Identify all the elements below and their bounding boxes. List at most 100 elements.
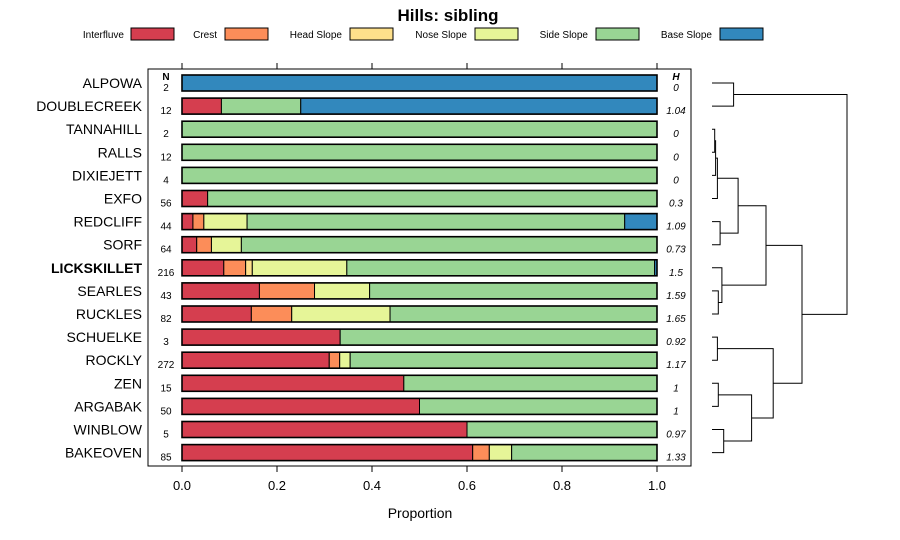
legend-swatch <box>349 27 394 41</box>
bar-segment <box>466 421 658 438</box>
row-labels: ALPOWA DOUBLECREEK TANNAHILL RALLS DIXIEJETT… <box>36 75 143 461</box>
bar-outline <box>181 420 658 439</box>
bar-outline <box>181 374 658 393</box>
bar-segment <box>196 236 212 254</box>
n-labels: 2 12 2 12 4 56 44 64 216 43 82 3 272 15 50 5 85 <box>158 83 175 464</box>
n-value: 64 <box>160 245 172 256</box>
row-label: ARGABAK <box>74 398 142 414</box>
row-label: WINBLOW <box>74 422 143 438</box>
h-header: H <box>672 72 680 83</box>
bar-segment <box>403 374 658 392</box>
n-value: 272 <box>158 360 175 371</box>
n-value: 15 <box>160 383 172 394</box>
n-header: N <box>162 72 169 83</box>
n-value: 44 <box>160 222 172 233</box>
h-value: 0 <box>673 175 679 186</box>
bar-segment <box>251 259 348 277</box>
dendrogram-branch <box>733 94 848 315</box>
legend-swatch <box>595 27 640 41</box>
row-label: REDCLIFF <box>74 214 142 230</box>
bar-segment <box>181 143 658 161</box>
bar-segment <box>419 397 658 415</box>
n-value: 82 <box>160 314 172 325</box>
row-label: ALPOWA <box>83 75 143 91</box>
dendrogram-branch <box>766 244 803 384</box>
n-value: 50 <box>160 406 172 417</box>
h-value: 1 <box>673 406 679 417</box>
bar-segment <box>240 236 658 254</box>
row-label: DIXIEJETT <box>72 167 142 183</box>
x-axis: 0.0 0.2 0.4 0.6 0.8 1.0 <box>173 63 666 493</box>
bar-segment <box>220 97 302 115</box>
bars <box>181 74 658 462</box>
dendrogram-branch <box>712 429 725 454</box>
bar-segment <box>181 236 198 254</box>
n-value: 12 <box>160 106 172 117</box>
n-value: 5 <box>163 430 169 441</box>
bar-segment <box>250 305 293 323</box>
bar-segment <box>181 166 658 184</box>
x-tick-label: 0.0 <box>173 478 191 493</box>
bar-segment <box>339 328 658 346</box>
h-value: 1.04 <box>666 106 686 117</box>
bar-outline <box>181 351 658 370</box>
bar-segment <box>472 444 490 462</box>
bar-outline <box>181 258 658 277</box>
x-tick-label: 0.6 <box>458 478 476 493</box>
legend-label: Head Slope <box>290 30 343 41</box>
bar-segment <box>181 444 474 462</box>
dendrogram-branch <box>712 290 719 315</box>
bar-outline <box>181 74 658 92</box>
bar-segment <box>258 282 316 300</box>
bar-segment <box>181 397 420 415</box>
row-label: SEARLES <box>77 283 142 299</box>
n-value: 12 <box>160 152 172 163</box>
x-tick-label: 0.4 <box>363 478 381 493</box>
h-value: 0.92 <box>666 337 686 348</box>
legend-swatch <box>130 27 175 41</box>
bar-segment <box>389 305 658 323</box>
bar-segment <box>181 259 225 277</box>
h-value: 1.17 <box>666 360 686 371</box>
row-label: SORF <box>103 237 142 253</box>
bar-outline <box>181 189 658 208</box>
bar-segment <box>300 97 658 115</box>
dendrogram-branch <box>712 221 721 246</box>
row-label: ZEN <box>114 375 142 391</box>
bar-segment <box>488 444 513 462</box>
n-value: 2 <box>163 83 169 94</box>
bar-segment <box>314 282 371 300</box>
legend-label: Interfluve <box>83 30 125 41</box>
h-value: 1.59 <box>666 291 686 302</box>
h-value: 1.65 <box>666 314 686 325</box>
bar-outline <box>181 212 658 231</box>
bar-segment <box>181 74 658 92</box>
h-value: 1.33 <box>666 453 686 464</box>
row-label: SCHUELKE <box>67 329 142 345</box>
bar-segment <box>339 351 351 369</box>
n-value: 3 <box>163 337 169 348</box>
bar-outline <box>181 143 658 162</box>
bar-segment <box>291 305 391 323</box>
row-label: ROCKLY <box>85 352 142 368</box>
bar-segment <box>369 282 658 300</box>
row-label: EXFO <box>104 191 142 207</box>
dendrogram-branch <box>717 348 774 419</box>
dendrogram-branch <box>712 336 718 361</box>
bar-outline <box>181 166 658 185</box>
dendrogram-branch <box>712 82 735 107</box>
n-value: 43 <box>160 291 172 302</box>
x-axis-label: Proportion <box>388 505 453 521</box>
bar-segment <box>245 259 253 277</box>
h-value: 1.5 <box>669 268 683 279</box>
bar-segment <box>181 190 209 207</box>
bar-segment <box>181 421 468 438</box>
bar-segment <box>181 282 260 300</box>
bar-segment <box>192 213 205 231</box>
h-value: 0.97 <box>666 430 686 441</box>
legend-swatch <box>224 27 269 41</box>
bar-outline <box>181 328 658 346</box>
h-value: 0.3 <box>669 199 683 210</box>
dendrogram-branch <box>712 128 716 153</box>
